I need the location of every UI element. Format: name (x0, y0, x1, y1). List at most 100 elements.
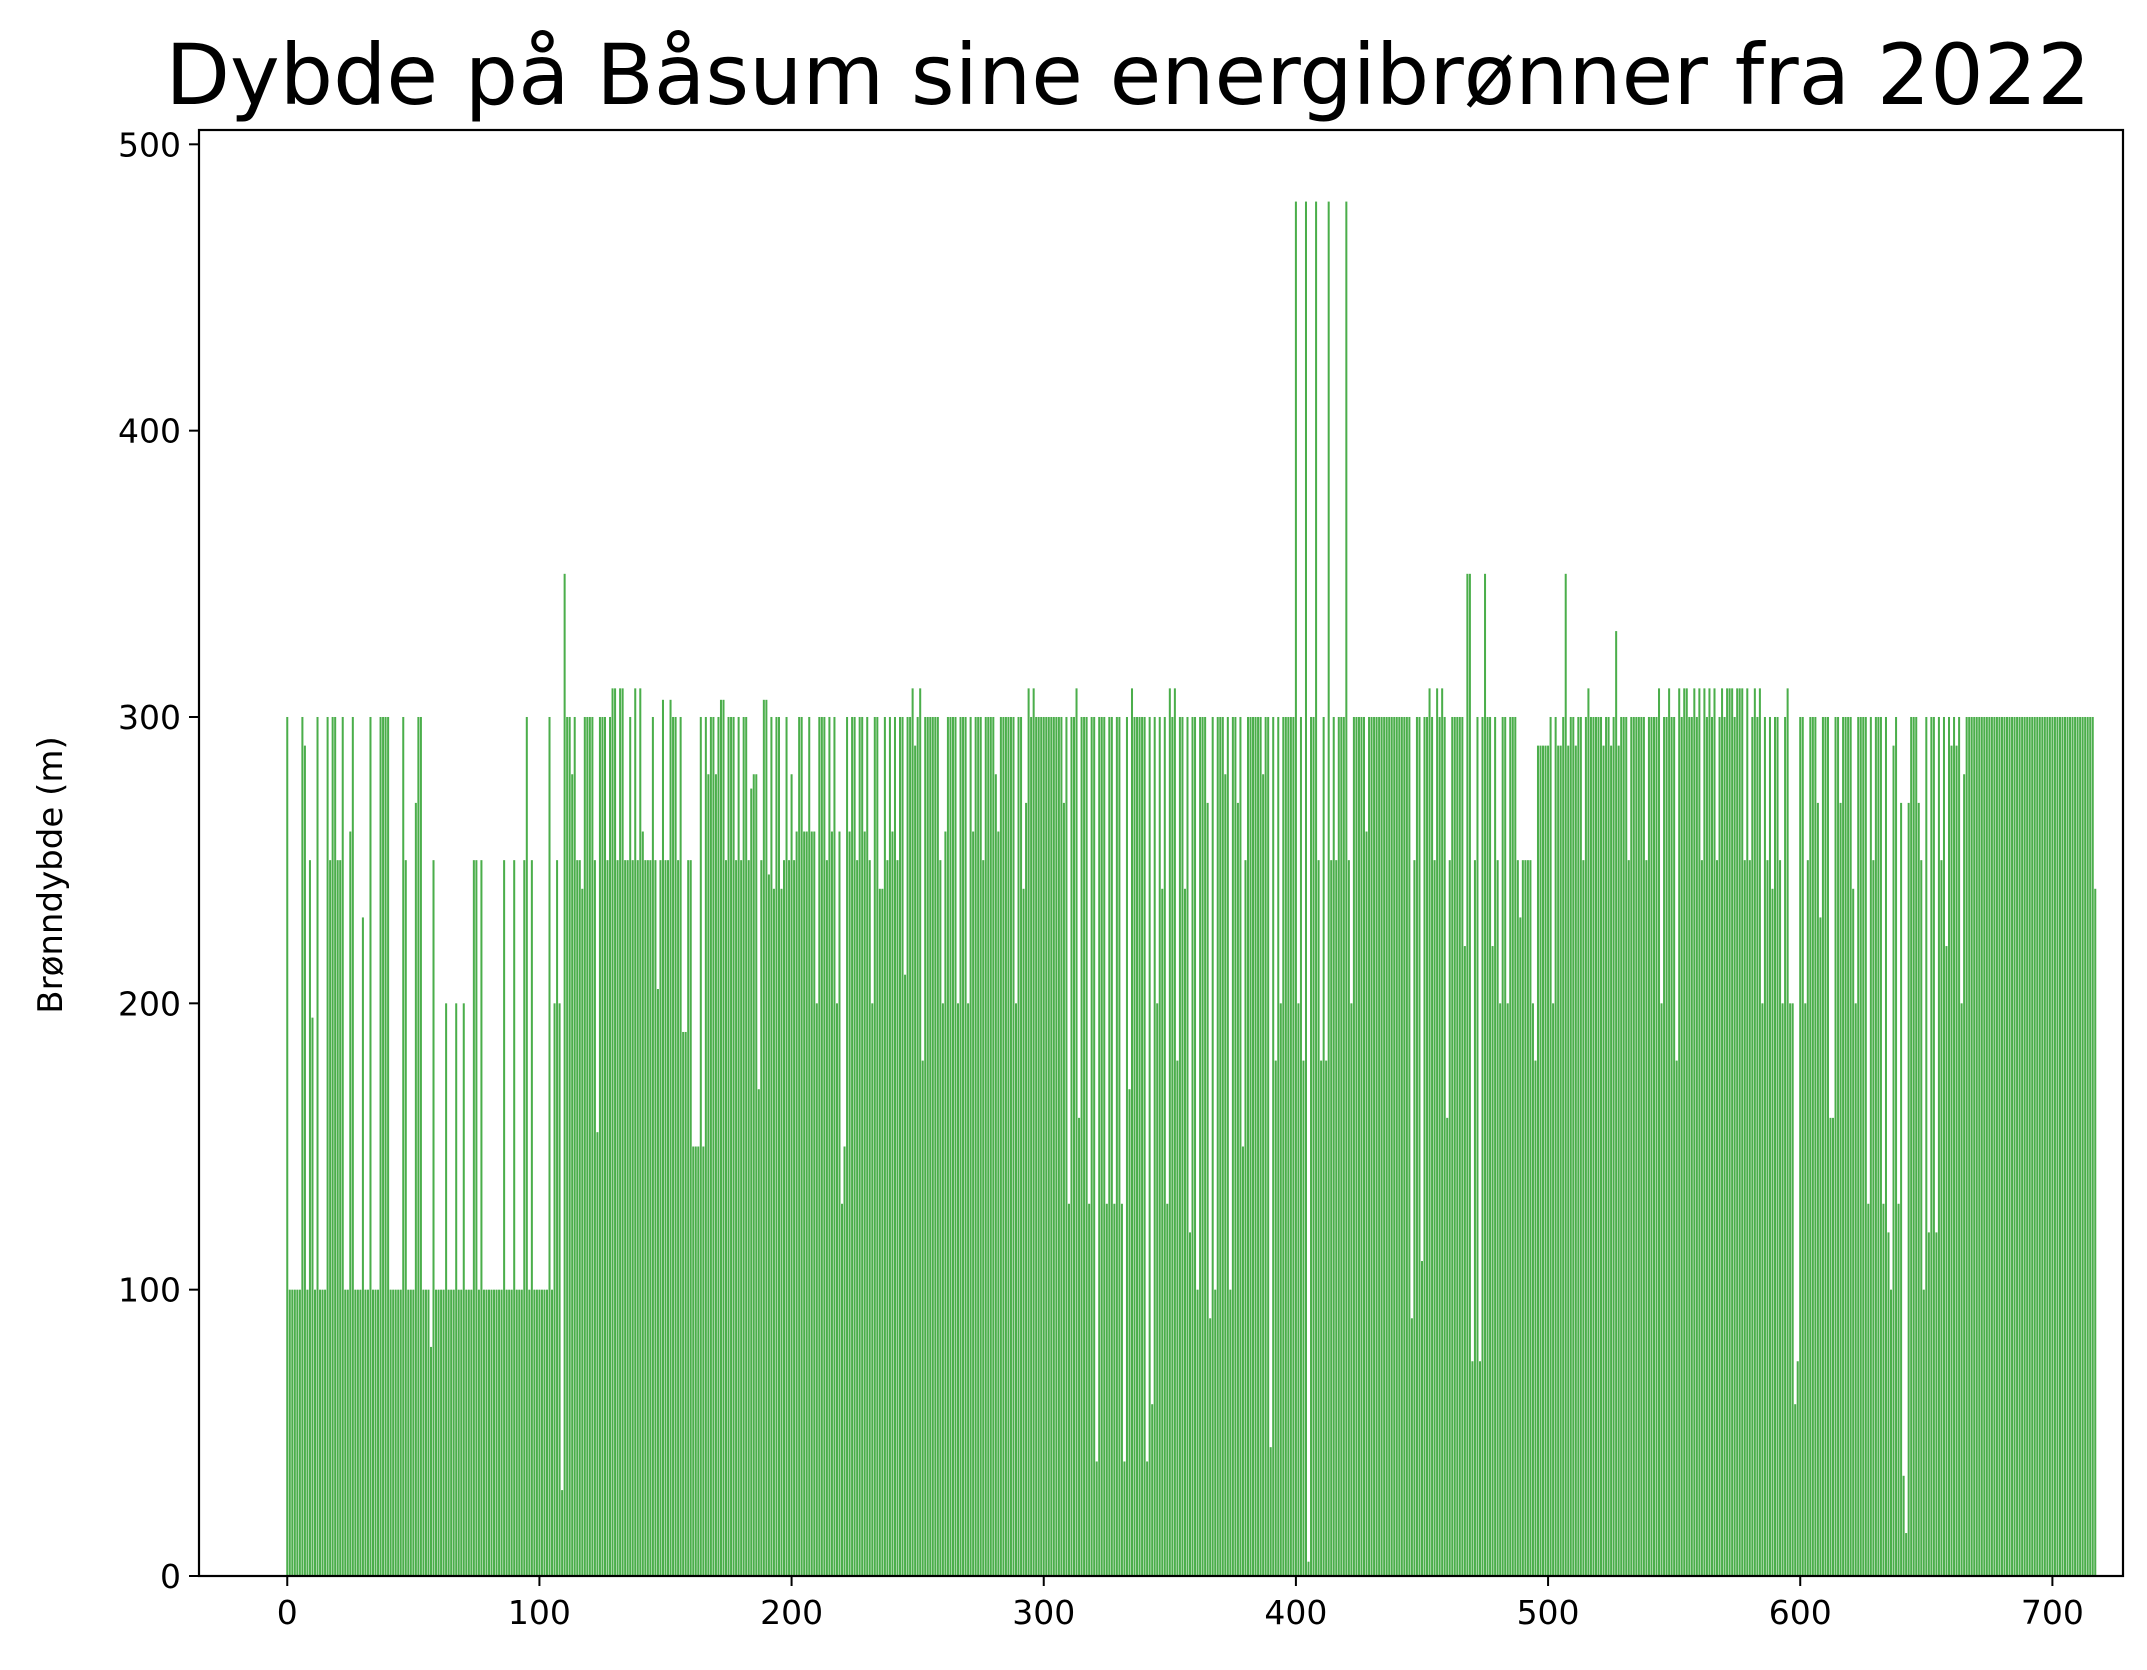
bar (904, 974, 907, 1576)
bar (1728, 688, 1731, 1576)
bar (1090, 716, 1093, 1576)
bar (344, 1289, 347, 1576)
bar (409, 1289, 412, 1576)
bar (1171, 716, 1174, 1576)
bar (1968, 716, 1971, 1576)
bar (1988, 716, 1991, 1576)
bar (830, 831, 833, 1576)
bar (1900, 802, 1903, 1576)
bar (626, 860, 629, 1576)
bar (1209, 1318, 1212, 1576)
bar (697, 1146, 700, 1576)
bar (1231, 716, 1234, 1576)
bar (2091, 716, 2094, 1576)
bar (1990, 716, 1993, 1576)
bar (790, 774, 793, 1576)
x-ticks: 0 100 200 300 400 500 600 700 (277, 1576, 2084, 1632)
bar (1267, 716, 1270, 1576)
bar (1678, 688, 1681, 1576)
bar (1589, 716, 1592, 1576)
bar (1890, 1289, 1893, 1576)
bar (1143, 716, 1146, 1576)
bar (1915, 716, 1918, 1576)
bar (1710, 716, 1713, 1576)
bar (1547, 745, 1550, 1576)
bar (1766, 860, 1769, 1576)
bar (402, 716, 405, 1576)
bar (2038, 716, 2041, 1576)
bar (1688, 716, 1691, 1576)
bar (684, 1031, 687, 1576)
bar (581, 888, 584, 1576)
bar (1289, 716, 1292, 1576)
bar (2079, 716, 2082, 1576)
bar (1635, 716, 1638, 1576)
bar (1584, 716, 1587, 1576)
bar (1418, 716, 1421, 1576)
bar (1763, 716, 1766, 1576)
bar (450, 1289, 453, 1576)
bar (306, 1289, 309, 1576)
bar (455, 1003, 458, 1576)
bar (1602, 745, 1605, 1576)
bar (442, 1289, 445, 1576)
bar (1146, 1461, 1149, 1576)
bar (1413, 860, 1416, 1576)
bar (692, 1146, 695, 1576)
bar (717, 716, 720, 1576)
bar (2084, 716, 2087, 1576)
bar (1587, 688, 1590, 1576)
bar (1703, 688, 1706, 1576)
bar (2028, 716, 2031, 1576)
bar (1955, 745, 1958, 1576)
bar (616, 860, 619, 1576)
bar (1658, 688, 1661, 1576)
bar (1700, 860, 1703, 1576)
bar (1721, 688, 1724, 1576)
bar (1042, 716, 1045, 1576)
bar (740, 860, 743, 1576)
bar (1299, 716, 1302, 1576)
bar (661, 699, 664, 1576)
bar (1118, 716, 1121, 1576)
bar (404, 860, 407, 1576)
bar (1907, 802, 1910, 1576)
bar (1262, 774, 1265, 1576)
bar (369, 716, 372, 1576)
bar (835, 1003, 838, 1576)
bar (1660, 1003, 1663, 1576)
bar (535, 1289, 538, 1576)
bar (487, 1289, 490, 1576)
bar (1206, 802, 1209, 1576)
bar (2006, 716, 2009, 1576)
bar (1529, 860, 1532, 1576)
bar (351, 716, 354, 1576)
bar (1627, 860, 1630, 1576)
bar (659, 860, 662, 1576)
bar (954, 716, 957, 1576)
bar (1484, 573, 1487, 1576)
bar (757, 1089, 760, 1576)
bar (828, 716, 831, 1576)
bar (1592, 716, 1595, 1576)
bar (873, 716, 876, 1576)
bar (1214, 1289, 1217, 1576)
bar (1304, 201, 1307, 1577)
bar (1163, 716, 1166, 1576)
bar (1441, 688, 1444, 1576)
bar (1774, 716, 1777, 1576)
bar (1105, 1203, 1108, 1576)
bar (707, 774, 710, 1576)
bar (888, 716, 891, 1576)
bar (1922, 1289, 1925, 1576)
bar (1600, 716, 1603, 1576)
bar (445, 1003, 448, 1576)
bar (1549, 716, 1552, 1576)
bar (644, 860, 647, 1576)
bar (1320, 1060, 1323, 1576)
bar (667, 860, 670, 1576)
bar (1080, 716, 1083, 1576)
bar (523, 860, 526, 1576)
bar (1811, 716, 1814, 1576)
